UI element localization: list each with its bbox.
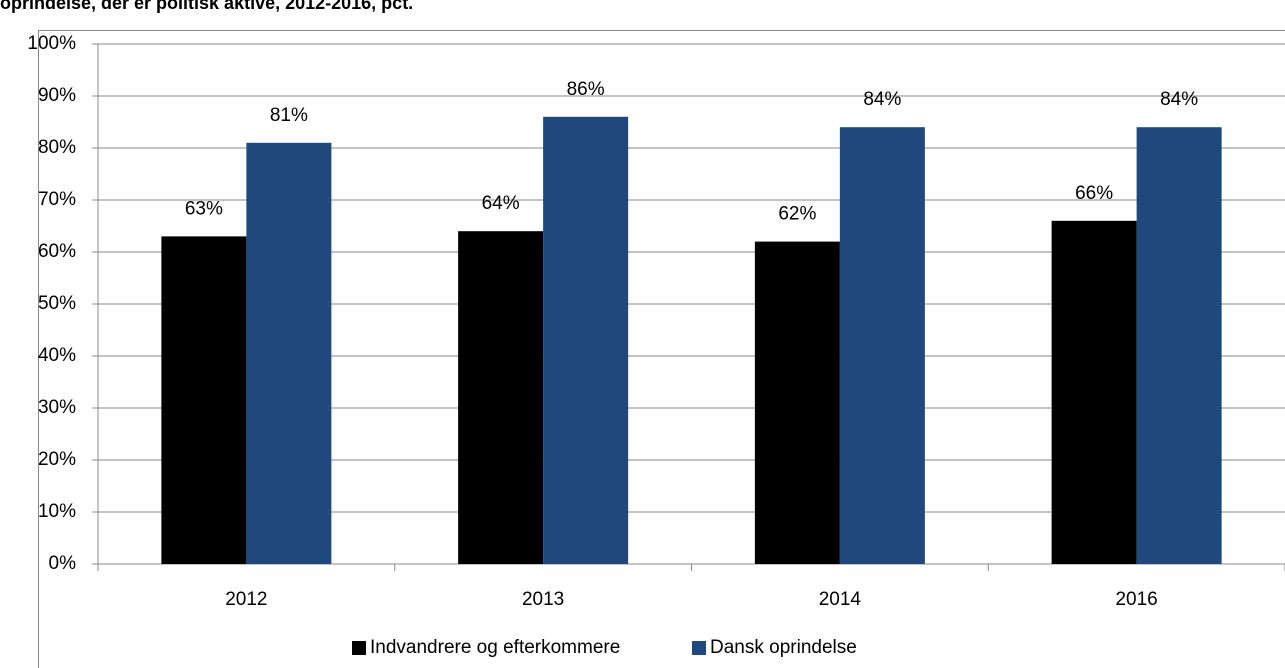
y-tick-label: 80% xyxy=(38,137,76,158)
y-tick-label: 90% xyxy=(38,85,76,106)
data-label: 62% xyxy=(778,204,816,225)
chart-title: oprindelse, der er politisk aktive, 2012… xyxy=(0,0,413,13)
y-tick-label: 60% xyxy=(38,241,76,262)
legend-label: Dansk oprindelse xyxy=(710,637,857,658)
y-tick-label: 70% xyxy=(38,189,76,210)
y-tick-label: 0% xyxy=(49,553,77,574)
y-tick-label: 100% xyxy=(27,33,76,54)
data-label: 66% xyxy=(1075,183,1113,204)
y-tick-label: 10% xyxy=(38,501,76,522)
data-label: 63% xyxy=(185,198,223,219)
bar xyxy=(246,142,332,565)
y-tick-label: 30% xyxy=(38,397,76,418)
y-tick-label: 40% xyxy=(38,345,76,366)
y-tick-label: 20% xyxy=(38,449,76,470)
data-label: 81% xyxy=(270,105,308,126)
bar xyxy=(458,231,544,564)
bar xyxy=(161,236,247,564)
data-label: 86% xyxy=(567,79,605,100)
bar xyxy=(1051,220,1137,565)
bar xyxy=(543,116,629,565)
data-label: 84% xyxy=(1160,89,1198,110)
x-tick-label: 2016 xyxy=(1115,589,1157,610)
legend-swatch xyxy=(352,641,366,655)
bar xyxy=(1136,127,1222,564)
x-tick-label: 2014 xyxy=(819,589,862,610)
legend-swatch xyxy=(692,641,706,655)
data-label: 64% xyxy=(482,193,520,214)
bar xyxy=(839,127,925,564)
y-tick-label: 50% xyxy=(38,293,76,314)
bar xyxy=(754,241,840,564)
x-tick-label: 2013 xyxy=(522,589,564,610)
x-tick-label: 2012 xyxy=(225,589,267,610)
data-label: 84% xyxy=(863,89,901,110)
legend-label: Indvandrere og efterkommere xyxy=(370,637,620,658)
